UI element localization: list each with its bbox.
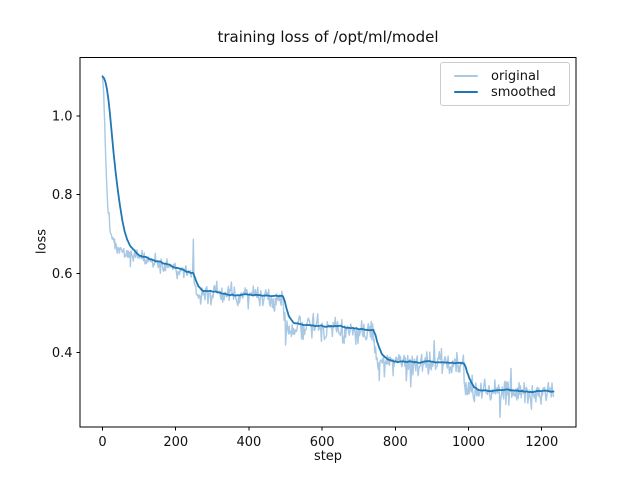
original-series-line xyxy=(101,75,555,419)
x-tick-label: 1000 xyxy=(452,435,485,450)
plot-area xyxy=(80,57,576,428)
axes-border xyxy=(79,57,577,428)
y-tick-label: 1.0 xyxy=(52,109,73,124)
y-axis-label: loss xyxy=(34,228,50,255)
legend-label-original: original xyxy=(491,68,540,84)
smoothed-series-line xyxy=(101,75,555,394)
smoothed-line-swatch xyxy=(454,90,478,94)
x-axis-label: step xyxy=(313,449,343,464)
x-tick-label: 600 xyxy=(310,435,335,450)
y-tick-label: 0.6 xyxy=(52,267,73,282)
x-tick-label: 1200 xyxy=(525,435,558,450)
legend-label-smoothed: smoothed xyxy=(491,84,556,100)
x-tick-label: 200 xyxy=(163,435,188,450)
series-group xyxy=(101,75,555,419)
original-line-swatch xyxy=(454,75,478,77)
axis-ticks: 0 200 400 600 800 1000 1200 0.4 0.6 0.8 1.0 xyxy=(52,109,558,450)
y-tick-label: 0.8 xyxy=(52,188,73,203)
legend-item-smoothed: smoothed xyxy=(454,84,561,100)
x-tick-label: 0 xyxy=(98,435,106,450)
x-tick-label: 400 xyxy=(237,435,262,450)
legend-item-original: original xyxy=(454,68,561,84)
legend: original smoothed xyxy=(440,62,570,106)
y-tick-label: 0.4 xyxy=(52,346,73,361)
chart-title: training loss of /opt/ml/model xyxy=(217,28,439,46)
x-tick-label: 800 xyxy=(383,435,408,450)
